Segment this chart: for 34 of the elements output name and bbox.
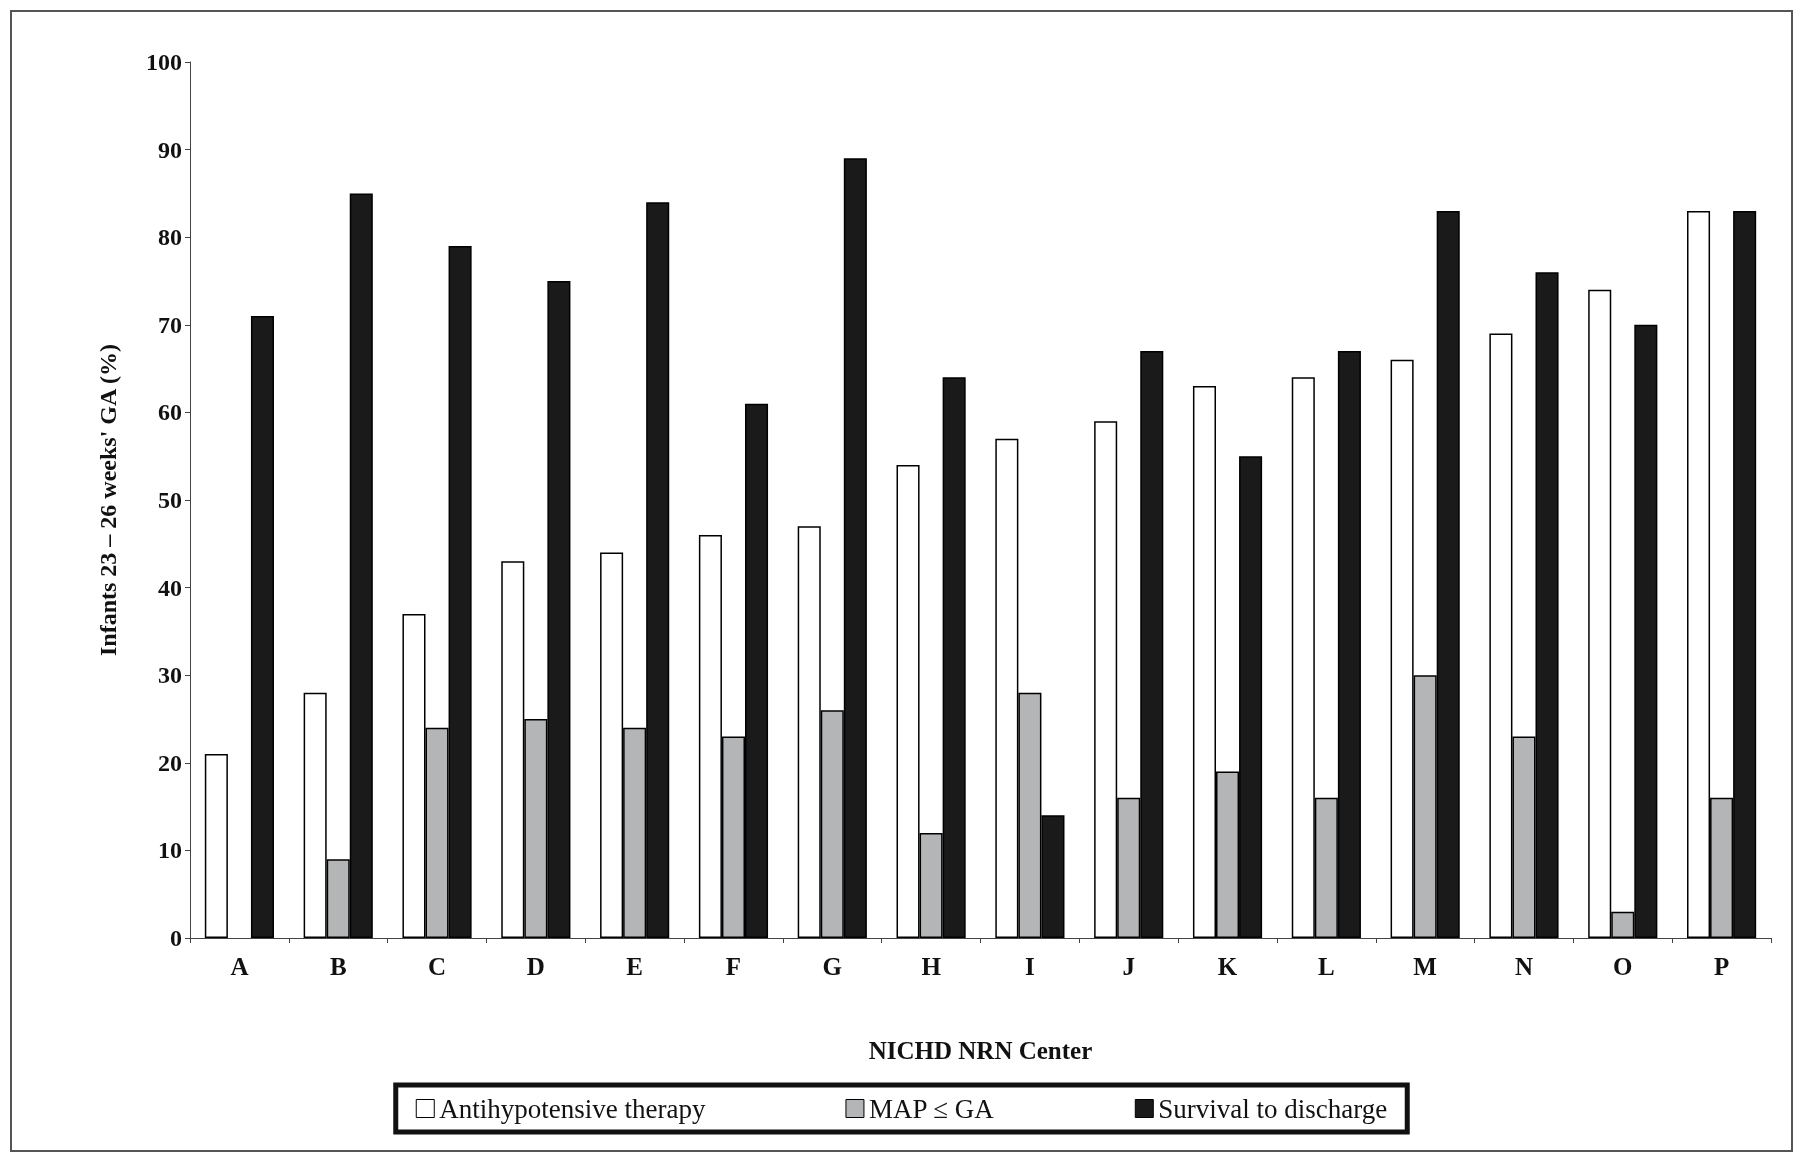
x-tick-label: A (230, 953, 249, 980)
legend-label: Survival to discharge (1158, 1093, 1388, 1124)
y-tick-label: 80 (158, 224, 182, 251)
x-tick-label: H (921, 953, 942, 980)
y-tick-label: 30 (158, 662, 182, 689)
x-tick-label: P (1713, 953, 1730, 980)
x-tick-label: J (1122, 953, 1135, 980)
y-tick-label: 20 (158, 749, 182, 776)
y-tick-label: 0 (170, 925, 182, 951)
legend-label: Antihypotensive therapy (439, 1093, 706, 1124)
y-tick-label: 50 (158, 487, 182, 513)
x-tick-label: I (1025, 953, 1035, 980)
y-tick-label: 100 (146, 49, 182, 75)
x-tick-label: G (822, 953, 843, 980)
x-tick-label: F (725, 953, 742, 980)
x-tick-label: L (1318, 953, 1335, 980)
x-tick-label: K (1217, 953, 1238, 980)
x-tick-label: N (1514, 953, 1533, 980)
legend-label: MAP ≤ GA (868, 1093, 995, 1124)
x-tick-label: E (626, 953, 643, 980)
y-tick-label: 90 (158, 136, 182, 163)
y-tick-label: 40 (158, 574, 182, 601)
x-tick-label: D (526, 953, 545, 980)
x-axis-title: NICHD NRN Center (868, 1037, 1093, 1064)
y-tick-label: 60 (158, 399, 182, 426)
bar (204, 754, 228, 938)
y-tick-label: 70 (158, 311, 182, 338)
y-axis-title: Infants 23 – 26 weeks' GA (%) (95, 343, 121, 657)
x-tick-label: M (1413, 953, 1437, 980)
y-tick-label: 10 (158, 837, 182, 864)
x-tick-label: O (1613, 953, 1633, 980)
bar (250, 316, 274, 938)
x-tick-label: C (428, 953, 447, 980)
x-tick-label: B (329, 953, 347, 980)
